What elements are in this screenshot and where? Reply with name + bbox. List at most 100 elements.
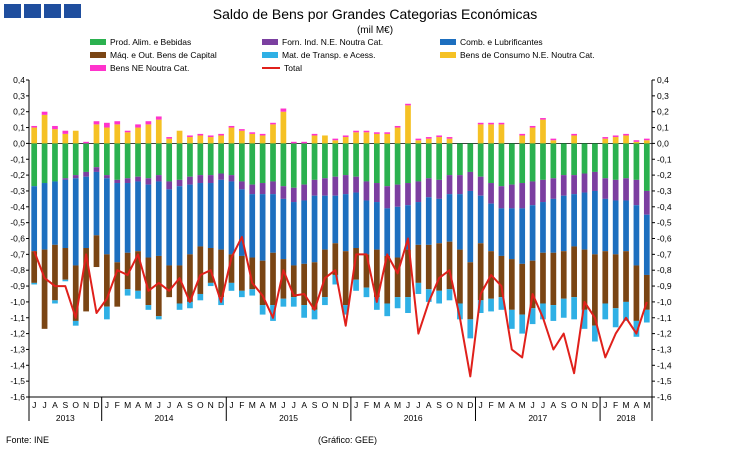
bar-segment-consumer <box>93 124 100 144</box>
bar-segment-industrial <box>342 175 349 195</box>
bar-segment-transport <box>633 320 640 337</box>
bar-segment-other <box>612 135 619 138</box>
bar-segment-machinery <box>633 265 640 321</box>
bar-segment-machinery <box>623 251 629 302</box>
legend-swatch <box>90 52 106 58</box>
x-tick-label: M <box>622 400 629 410</box>
bar-segment-transport <box>415 282 422 294</box>
bar-segment-food <box>467 143 474 172</box>
x-tick-label: J <box>479 400 483 410</box>
bar-segment-transport <box>405 297 411 313</box>
bar-segment-other <box>425 137 432 139</box>
bar-segment-other <box>270 122 276 125</box>
bar-segment-machinery <box>436 243 442 291</box>
legend-label: Prod. Alim. e Bebidas <box>110 37 192 47</box>
y-tick-label: -1,0 <box>10 297 25 307</box>
bar-segment-machinery <box>280 259 287 299</box>
bar-segment-other <box>135 124 141 128</box>
x-tick-label: A <box>426 400 432 410</box>
legend-item-consumer: Bens de Consumo N.E. Noutra Cat. <box>440 50 595 60</box>
y-tick-label: -1,2 <box>657 329 672 339</box>
bar-segment-machinery <box>498 255 505 298</box>
bar-segment-other <box>342 135 349 138</box>
bar-segment-consumer <box>550 140 557 144</box>
legend-swatch <box>440 39 456 45</box>
bar-segment-food <box>623 143 629 179</box>
bar-segment-transport <box>467 319 474 339</box>
legend-swatch <box>90 39 106 45</box>
x-tick-label: J <box>167 400 171 410</box>
bar-segment-food <box>218 143 224 174</box>
bar-segment-other <box>519 133 526 136</box>
bar-segment-industrial <box>560 175 567 196</box>
bar-segment-fuel <box>540 202 546 253</box>
y-tick-label: -1,3 <box>657 344 672 354</box>
bar-segment-fuel <box>249 194 256 258</box>
bar-segment-food <box>498 143 505 187</box>
bar-segment-transport <box>446 289 453 301</box>
bar-segment-machinery <box>207 248 214 283</box>
bar-segment-machinery <box>394 257 401 298</box>
bar-segment-consumer <box>155 119 162 144</box>
bar-segment-transport <box>592 325 598 342</box>
bar-segment-industrial <box>83 171 89 177</box>
bar-segment-transport <box>145 305 152 310</box>
x-tick-label: S <box>312 400 318 410</box>
bar-segment-industrial <box>529 181 536 206</box>
x-tick-label: A <box>634 400 640 410</box>
bar-segment-industrial <box>581 173 588 193</box>
bar-segment-fuel <box>301 200 308 264</box>
bar-segment-fuel <box>239 189 245 256</box>
bar-segment-machinery <box>249 257 256 290</box>
bar-segment-other <box>633 140 640 142</box>
bar-segment-industrial <box>488 183 494 204</box>
bar-segment-fuel <box>332 195 339 244</box>
bar-segment-transport <box>52 300 58 304</box>
bar-segment-industrial <box>373 183 380 203</box>
x-tick-label: A <box>52 400 58 410</box>
bar-segment-consumer <box>373 133 380 144</box>
bar-segment-food <box>72 143 79 176</box>
legend-swatch <box>262 52 278 58</box>
bar-segment-industrial <box>612 179 619 201</box>
bar-segment-fuel <box>394 206 401 258</box>
bar-segment-industrial <box>498 186 505 209</box>
bar-segment-fuel <box>259 194 266 261</box>
bar-segment-industrial <box>197 175 204 184</box>
bar-segment-fuel <box>373 202 380 250</box>
bar-segment-consumer <box>363 132 370 144</box>
logo-block-icon <box>24 4 41 18</box>
bar-segment-food <box>477 143 484 177</box>
bar-segment-machinery <box>52 244 58 301</box>
bar-segment-machinery <box>228 254 235 283</box>
bar-segment-consumer <box>498 124 505 144</box>
bar-segment-fuel <box>384 208 391 256</box>
bar-segment-transport <box>425 289 432 302</box>
bar-segment-industrial <box>124 178 131 184</box>
bar-segment-industrial <box>62 178 69 180</box>
bar-segment-machinery <box>218 249 224 298</box>
y-tick-label: 0,3 <box>13 91 25 101</box>
y-tick-label: -1,0 <box>657 297 672 307</box>
bar-segment-consumer <box>280 111 287 144</box>
bar-segment-other <box>415 138 422 141</box>
bar-segment-industrial <box>467 171 474 191</box>
bar-segment-fuel <box>83 176 89 249</box>
bar-segment-consumer <box>602 138 609 144</box>
bar-segment-industrial <box>457 175 463 195</box>
x-tick-label: D <box>343 400 349 410</box>
bar-segment-transport <box>498 297 505 310</box>
bar-segment-fuel <box>104 178 110 255</box>
bar-segment-other <box>529 125 536 128</box>
bar-segment-machinery <box>643 274 650 310</box>
bar-segment-food <box>425 143 432 179</box>
bar-segment-food <box>322 143 328 179</box>
x-tick-label: J <box>157 400 161 410</box>
bar-segment-food <box>239 143 245 182</box>
bar-segment-other <box>436 135 442 138</box>
bar-segment-food <box>290 143 297 188</box>
bar-segment-other <box>259 133 266 136</box>
bar-segment-transport <box>643 309 650 323</box>
x-tick-label: S <box>63 400 69 410</box>
bar-segment-consumer <box>540 119 546 144</box>
